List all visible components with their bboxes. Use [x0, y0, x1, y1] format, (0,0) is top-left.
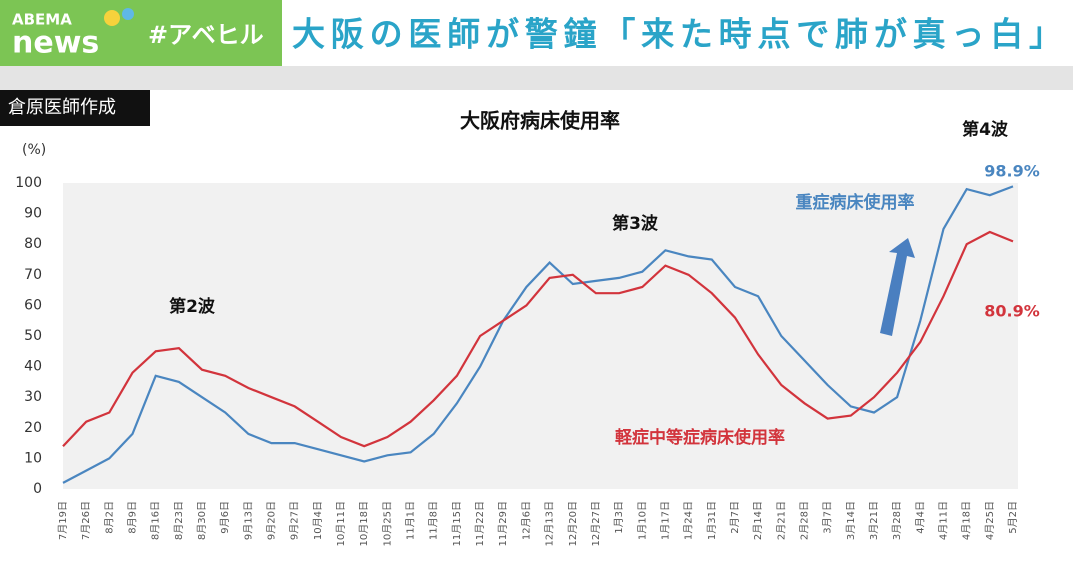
x-tick-label: 10月4日	[312, 501, 324, 540]
x-tick-label: 3月14日	[845, 501, 857, 540]
x-tick-label: 8月16日	[150, 501, 162, 540]
x-tick-label: 2月21日	[775, 501, 787, 540]
y-tick-label: 70	[24, 267, 42, 283]
x-tick-label: 10月18日	[358, 501, 370, 546]
x-tick-label: 8月23日	[173, 501, 185, 540]
x-tick-label: 2月28日	[798, 501, 810, 540]
x-tick-label: 11月29日	[497, 501, 509, 546]
annotation: 第2波	[169, 296, 216, 317]
x-tick-label: 3月28日	[891, 501, 903, 540]
credit: 倉原医師作成	[8, 97, 116, 118]
y-tick-label: 90	[24, 206, 42, 222]
annotation: 第3波	[612, 213, 659, 234]
x-tick-label: 9月6日	[219, 501, 231, 534]
x-tick-label: 1月31日	[706, 501, 718, 540]
x-tick-label: 12月6日	[520, 501, 532, 540]
x-tick-label: 9月20日	[266, 501, 278, 540]
x-tick-label: 4月18日	[961, 501, 973, 540]
x-tick-label: 1月10日	[636, 501, 648, 540]
x-tick-label: 7月19日	[57, 501, 69, 540]
x-tick-label: 1月17日	[659, 501, 671, 540]
x-tick-label: 8月30日	[196, 501, 208, 540]
x-tick-label: 4月11日	[937, 501, 949, 540]
x-tick-label: 7月26日	[80, 501, 92, 540]
y-tick-label: 80	[24, 236, 42, 252]
y-tick-label: 60	[24, 297, 42, 313]
x-tick-label: 3月21日	[868, 501, 880, 540]
series-line	[62, 185, 1014, 484]
x-tick-label: 11月1日	[405, 501, 417, 540]
logo-dot	[122, 8, 134, 20]
headline: 大阪の医師が警鐘「来た時点で肺が真っ白」	[292, 15, 1062, 54]
x-tick-label: 12月13日	[544, 501, 556, 546]
y-tick-label: 40	[24, 359, 42, 375]
value-label: 98.9%	[984, 162, 1040, 181]
x-tick-label: 5月2日	[1007, 501, 1019, 534]
x-tick-label: 1月3日	[613, 501, 625, 534]
logo-bottom: news	[12, 26, 99, 61]
legend-label: 軽症中等症病床使用率	[615, 427, 785, 448]
y-tick-label: 0	[33, 481, 42, 497]
x-tick-label: 4月25日	[984, 501, 996, 540]
x-tick-label: 9月13日	[242, 501, 254, 540]
y-axis-label: (%)	[22, 142, 46, 158]
x-tick-label: 10月11日	[335, 501, 347, 546]
value-label: 80.9%	[984, 302, 1040, 321]
y-tick-label: 10	[24, 450, 42, 466]
credit-box	[0, 90, 150, 126]
logo-box	[0, 0, 282, 66]
x-tick-label: 2月14日	[752, 501, 764, 540]
x-tick-label: 8月2日	[103, 501, 115, 534]
arrow	[880, 238, 915, 336]
x-tick-label: 11月22日	[474, 501, 486, 546]
x-tick-label: 11月15日	[451, 501, 463, 546]
x-tick-label: 1月24日	[683, 501, 695, 540]
hashtag: #アベヒル	[148, 21, 264, 49]
x-tick-label: 12月20日	[567, 501, 579, 546]
y-tick-label: 20	[24, 420, 42, 436]
annotation: 第4波	[962, 119, 1009, 140]
y-tick-label: 30	[24, 389, 42, 405]
y-tick-label: 100	[15, 175, 42, 191]
x-tick-label: 12月27日	[590, 501, 602, 546]
plot-area	[63, 183, 1018, 489]
x-tick-label: 3月7日	[822, 501, 834, 534]
chart-title: 大阪府病床使用率	[460, 109, 620, 133]
x-tick-label: 9月27日	[289, 501, 301, 540]
legend-label: 重症病床使用率	[796, 192, 915, 213]
band	[0, 66, 1073, 90]
logo-dot	[104, 10, 120, 26]
logo-top: ABEMA	[12, 11, 72, 29]
x-tick-label: 10月25日	[381, 501, 393, 546]
x-tick-label: 11月8日	[428, 501, 440, 540]
y-tick-label: 50	[24, 328, 42, 344]
x-tick-label: 4月4日	[914, 501, 926, 534]
x-tick-label: 2月7日	[729, 501, 741, 534]
series-line	[62, 230, 1014, 448]
x-tick-label: 8月9日	[127, 501, 139, 534]
